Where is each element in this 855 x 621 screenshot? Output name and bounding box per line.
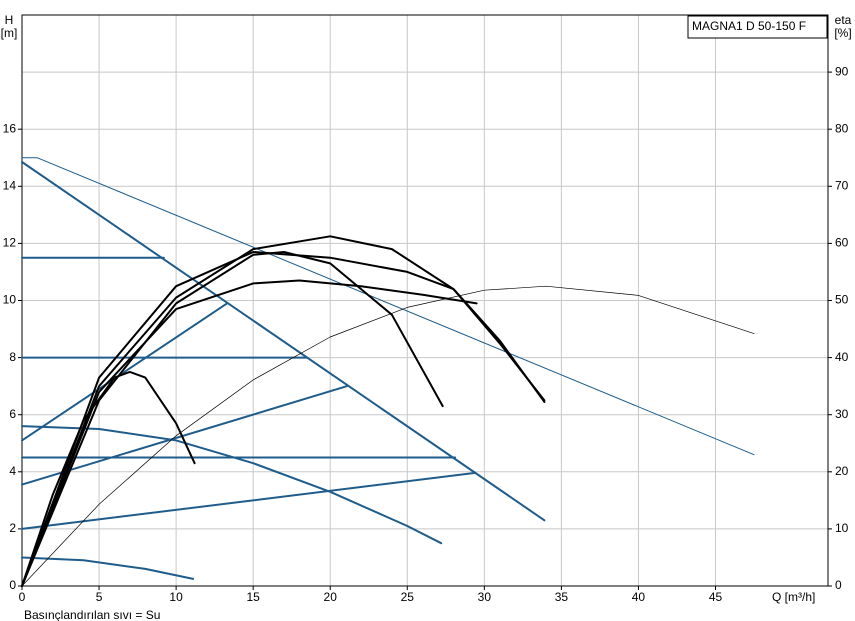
y2-tick-label: 90 xyxy=(835,64,849,78)
curve xyxy=(21,370,196,587)
y2-tick-label: 60 xyxy=(835,236,849,250)
y-tick-label: 0 xyxy=(9,578,16,592)
x-tick-label: 10 xyxy=(169,590,183,604)
curve xyxy=(21,251,546,587)
x-tick-label: 35 xyxy=(555,590,569,604)
y-axis-label-unit: [m] xyxy=(1,26,18,40)
y-tick-label: 8 xyxy=(9,350,16,364)
y-tick-label: 10 xyxy=(3,293,17,307)
y2-tick-label: 30 xyxy=(835,407,849,421)
x-tick-label: 40 xyxy=(632,590,646,604)
x-axis-label: Q [m³/h] xyxy=(772,590,815,604)
x-tick-label: 25 xyxy=(401,590,415,604)
x-tick-label: 20 xyxy=(324,590,338,604)
y2-tick-label: 40 xyxy=(835,350,849,364)
chart-title: MAGNA1 D 50-150 F xyxy=(692,19,806,33)
x-tick-label: 15 xyxy=(246,590,260,604)
x-tick-label: 0 xyxy=(19,590,26,604)
curve xyxy=(21,157,755,456)
y-tick-label: 14 xyxy=(3,178,17,192)
curve xyxy=(21,425,443,545)
y-tick-label: 6 xyxy=(9,407,16,421)
x-tick-label: 30 xyxy=(478,590,492,604)
y2-tick-label: 10 xyxy=(835,521,849,535)
curve xyxy=(21,302,228,442)
y2-axis-label: eta xyxy=(835,13,852,27)
y2-tick-label: 70 xyxy=(835,178,849,192)
curve xyxy=(21,556,195,580)
y-tick-label: 16 xyxy=(3,121,17,135)
curve xyxy=(21,385,349,486)
curve xyxy=(21,235,546,587)
curve xyxy=(21,471,477,530)
y2-axis-label-unit: [%] xyxy=(834,26,851,40)
x-tick-label: 45 xyxy=(709,590,723,604)
y2-tick-label: 0 xyxy=(835,578,842,592)
y2-tick-label: 80 xyxy=(835,121,849,135)
curve xyxy=(21,161,546,522)
title-box xyxy=(687,15,828,39)
y-axis-label: H xyxy=(5,13,14,27)
y-tick-label: 12 xyxy=(3,236,17,250)
x-tick-label: 5 xyxy=(96,590,103,604)
y2-tick-label: 50 xyxy=(835,293,849,307)
y-tick-label: 4 xyxy=(9,464,16,478)
curve xyxy=(21,279,478,587)
y-tick-label: 2 xyxy=(9,521,16,535)
y2-tick-label: 20 xyxy=(835,464,849,478)
curve xyxy=(21,285,755,587)
footnote: Basınçlandırılan sıvı = Su xyxy=(24,608,160,621)
